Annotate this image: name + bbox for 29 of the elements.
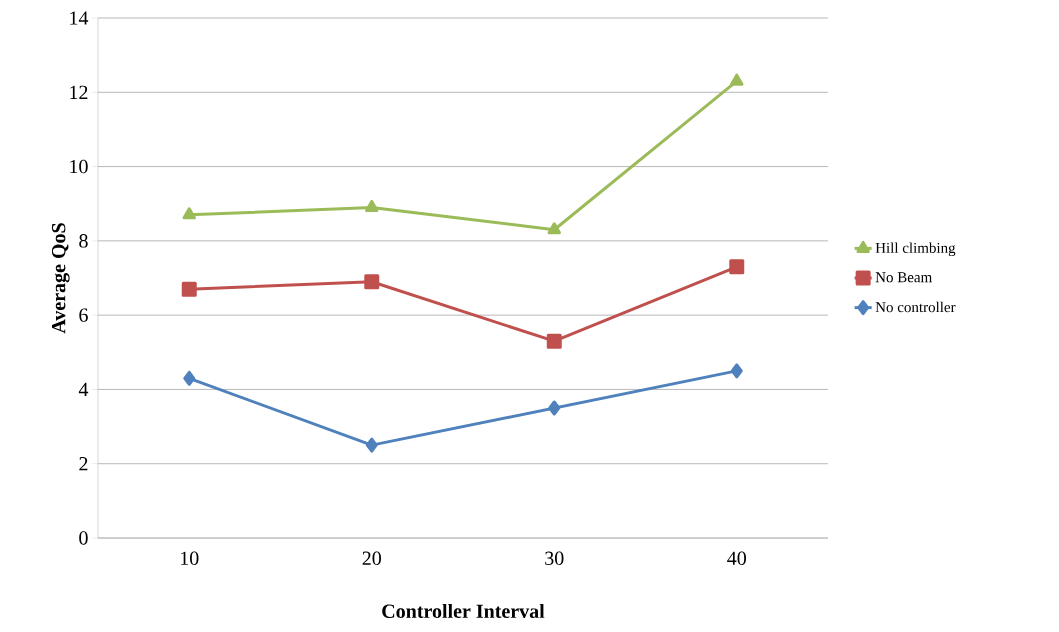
point	[547, 222, 561, 235]
x-tick-label: 10	[181, 551, 199, 566]
y-tick-label: 6	[79, 308, 88, 322]
y-tick-label: 4	[78, 382, 89, 397]
x-axis-title: Controller Interval	[382, 603, 545, 618]
point	[546, 333, 562, 349]
x-tick-label: 20	[362, 551, 381, 566]
y-tick-label: 14	[70, 11, 89, 25]
point	[365, 199, 379, 212]
point	[183, 370, 196, 386]
point	[730, 363, 743, 379]
y-tick-label: 2	[79, 457, 88, 471]
y-tick-label: 8	[79, 234, 88, 248]
y-tick-label: 0	[79, 531, 88, 545]
legend-label: No controller	[875, 301, 956, 313]
y-tick-label: 12	[70, 85, 88, 99]
legend-label: Hill climbing	[875, 242, 956, 257]
x-tick-label: 30	[545, 551, 564, 566]
point	[729, 259, 745, 275]
point	[730, 73, 744, 86]
y-tick-label: 10	[70, 159, 88, 174]
point	[181, 281, 197, 297]
point	[364, 274, 380, 290]
point	[182, 207, 196, 220]
point	[548, 400, 561, 416]
y-axis-title: Average QoS	[51, 223, 70, 334]
legend-label: No Beam	[875, 272, 933, 283]
x-tick-label: 40	[727, 551, 746, 566]
point	[365, 437, 378, 453]
